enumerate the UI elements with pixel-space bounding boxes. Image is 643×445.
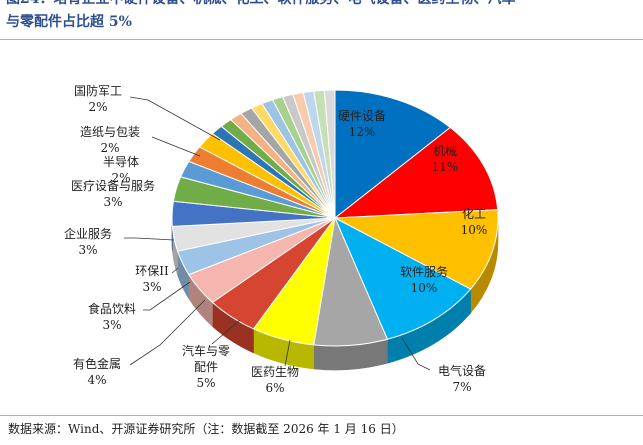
slice-3-value-label: 10% (411, 281, 438, 295)
figure-title-line2: 与零配件占比超 5% (6, 14, 132, 30)
slice-7-leader (129, 299, 206, 366)
slice-1-top (333, 126, 499, 219)
slice-14-value-label: 2% (88, 100, 107, 114)
slice-7-value-label: 4% (87, 373, 106, 387)
slice-10-leader (124, 237, 175, 241)
slice-7-label: 有色金属 (73, 356, 121, 371)
slice-6-value-label: 5% (196, 376, 215, 390)
pie-chart: 硬件设备 12% 机械 11% 化工 10% 软件服务 10% 电气设备 7% 医药生物 6% 汽车与零… (64, 83, 499, 395)
slice-9-label: 环保II (135, 264, 169, 278)
slice-4-value-label: 7% (452, 380, 471, 394)
slice-8-value-label: 3% (102, 318, 121, 332)
slice-6-leader (211, 319, 241, 345)
leader-lines (124, 96, 431, 371)
figure-header: 图24：培育企业中硬件设备、机械、化工、软件服务、电气设备、医药生物、汽车 与零… (0, 0, 643, 44)
slice-unlabeled-26-top (323, 89, 336, 219)
slice-2-label: 化工 (462, 207, 486, 221)
slice-8-label: 食品饮料 (88, 301, 136, 316)
slice-1-label: 机械 (433, 143, 457, 158)
slice-5-value-label: 6% (265, 381, 284, 395)
slice-5-label: 医药生物 (251, 365, 299, 379)
pie-top-layer (171, 89, 499, 347)
slice-13-label: 造纸与包装 (80, 125, 140, 139)
slice-10-label: 企业服务 (64, 226, 112, 241)
slice-2-top (333, 209, 499, 290)
figure-title-line1: 图24：培育企业中硬件设备、机械、化工、软件服务、电气设备、医药生物、汽车 (6, 0, 515, 8)
slice-12-label: 半导体 (103, 155, 139, 169)
slice-12-value-label: 2% (111, 171, 130, 185)
slice-4-label: 电气设备 (438, 363, 486, 378)
pie-labels: 硬件设备 12% 机械 11% 化工 10% 软件服务 10% 电气设备 7% 医药生物 6% 汽车与零… (64, 83, 487, 395)
slice-0-value-label: 12% (349, 125, 376, 139)
slice-5-leader (284, 339, 291, 367)
slice-0-label: 硬件设备 (338, 109, 386, 123)
slice-1-value-label: 11% (432, 160, 459, 174)
slice-4-leader (401, 337, 431, 371)
slice-10-value-label: 3% (78, 243, 97, 257)
slice-13-value-label: 2% (100, 141, 119, 155)
header-divider (0, 39, 643, 40)
slice-14-label: 国防军工 (74, 83, 122, 98)
slice-11-label: 医疗设备与服务 (71, 178, 155, 193)
slice-3-top (333, 216, 472, 340)
slice-6-label: 汽车与零配件 (182, 343, 230, 374)
slice-9-value-label: 3% (142, 280, 161, 294)
slice-14-leader (129, 96, 221, 141)
slice-0-top (334, 89, 452, 220)
slice-2-value-label: 10% (461, 223, 488, 237)
slice-13-leader (151, 136, 201, 157)
slice-3-label: 软件服务 (400, 264, 448, 279)
footer-divider (0, 415, 643, 416)
slice-11-value-label: 3% (103, 195, 122, 209)
slice-9-leader (171, 267, 179, 274)
data-source-note: 数据来源：Wind、开源证券研究所（注：数据截至 2026 年 1 月 16 日… (8, 422, 404, 436)
slice-8-leader (143, 281, 191, 311)
